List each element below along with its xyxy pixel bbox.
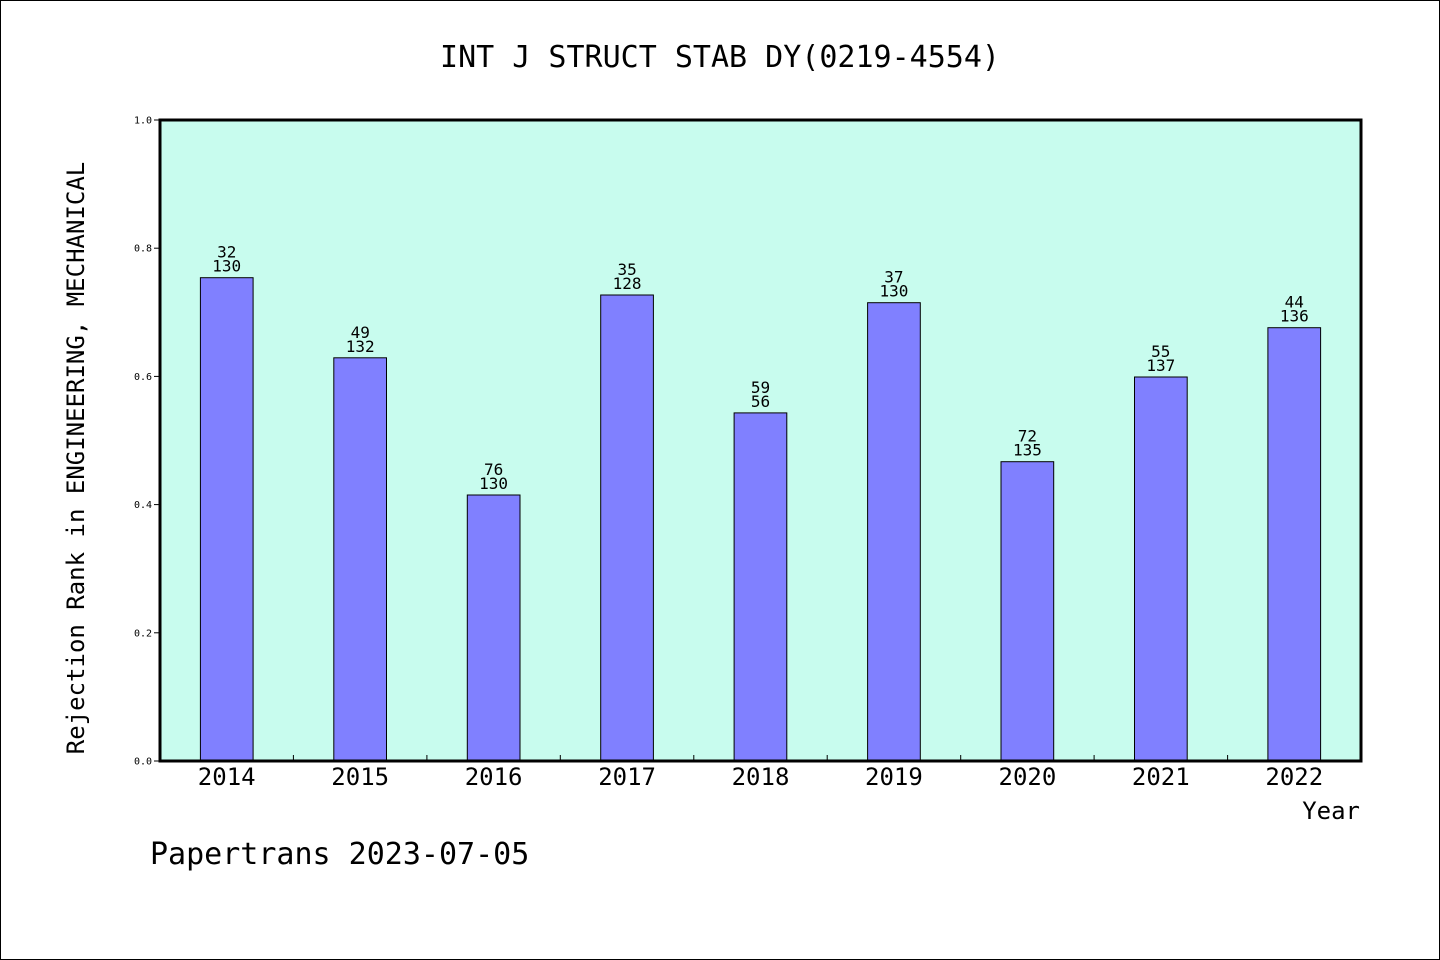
x-tick-label-2021: 2021 xyxy=(1132,763,1190,791)
rank-label-2019: 37 xyxy=(884,268,903,287)
total-label-2014: 130 xyxy=(212,257,241,276)
rank-label-2021: 55 xyxy=(1151,342,1170,361)
total-label-2021: 137 xyxy=(1146,356,1175,375)
total-label-2022: 136 xyxy=(1280,307,1309,326)
bar-2021 xyxy=(1134,376,1188,762)
x-tick-label-2016: 2016 xyxy=(465,763,523,791)
y-tick-label-1.0: 1.0 xyxy=(134,116,152,127)
rank-label-2014: 32 xyxy=(217,243,236,262)
total-label-2019: 130 xyxy=(879,282,908,301)
bar-2020 xyxy=(1000,461,1055,762)
rank-label-2018: 59 xyxy=(751,378,770,397)
rank-label-2015: 49 xyxy=(351,323,370,342)
bar-2015 xyxy=(333,357,387,762)
x-tick-label-2014: 2014 xyxy=(198,763,256,791)
x-tick-label-2015: 2015 xyxy=(331,763,389,791)
total-label-2017: 128 xyxy=(613,274,642,293)
total-label-2016: 130 xyxy=(479,474,508,493)
x-tick-label-2018: 2018 xyxy=(732,763,790,791)
rank-label-2016: 76 xyxy=(484,460,503,479)
y-tick-label-0.6: 0.6 xyxy=(134,372,152,383)
rank-label-2022: 44 xyxy=(1285,293,1304,312)
x-tick-label-2022: 2022 xyxy=(1265,763,1323,791)
bar-2018 xyxy=(733,412,788,762)
y-tick-label-0.8: 0.8 xyxy=(134,244,152,255)
bar-2022 xyxy=(1267,327,1322,762)
x-axis-label: Year xyxy=(1302,797,1360,825)
x-tick-label-2019: 2019 xyxy=(865,763,923,791)
plot-border xyxy=(158,118,1363,763)
bar-2016 xyxy=(466,494,521,762)
rank-label-2020: 72 xyxy=(1018,427,1037,446)
y-tick-label-0.2: 0.2 xyxy=(134,628,152,639)
data-labels: 3213049132761303512859563713072135551374… xyxy=(212,243,1309,493)
y-ticks: 0.0 0.2 0.4 0.6 0.8 1.0 xyxy=(134,116,160,768)
rank-label-2017: 35 xyxy=(617,260,636,279)
chart-title: INT J STRUCT STAB DY(0219-4554) xyxy=(440,40,1000,75)
x-ticks: 2014 2015 2016 2017 2018 2019 2020 2021 2022 xyxy=(198,755,1323,791)
total-label-2015: 132 xyxy=(346,337,375,356)
y-tick-label-0.4: 0.4 xyxy=(134,500,152,511)
x-tick-label-2020: 2020 xyxy=(999,763,1057,791)
total-label-2018: 56 xyxy=(751,392,770,411)
total-label-2020: 135 xyxy=(1013,441,1042,460)
bar-2017 xyxy=(600,294,654,762)
bars xyxy=(199,277,1322,762)
y-axis-label: Rejection Rank in ENGINEERING, MECHANICA… xyxy=(62,162,90,754)
y-tick-label-0.0: 0.0 xyxy=(134,757,152,768)
footer-stamp: Papertrans 2023-07-05 xyxy=(150,837,529,872)
bar-2019 xyxy=(867,302,921,762)
x-tick-label-2017: 2017 xyxy=(598,763,656,791)
bar-2014 xyxy=(199,277,254,762)
